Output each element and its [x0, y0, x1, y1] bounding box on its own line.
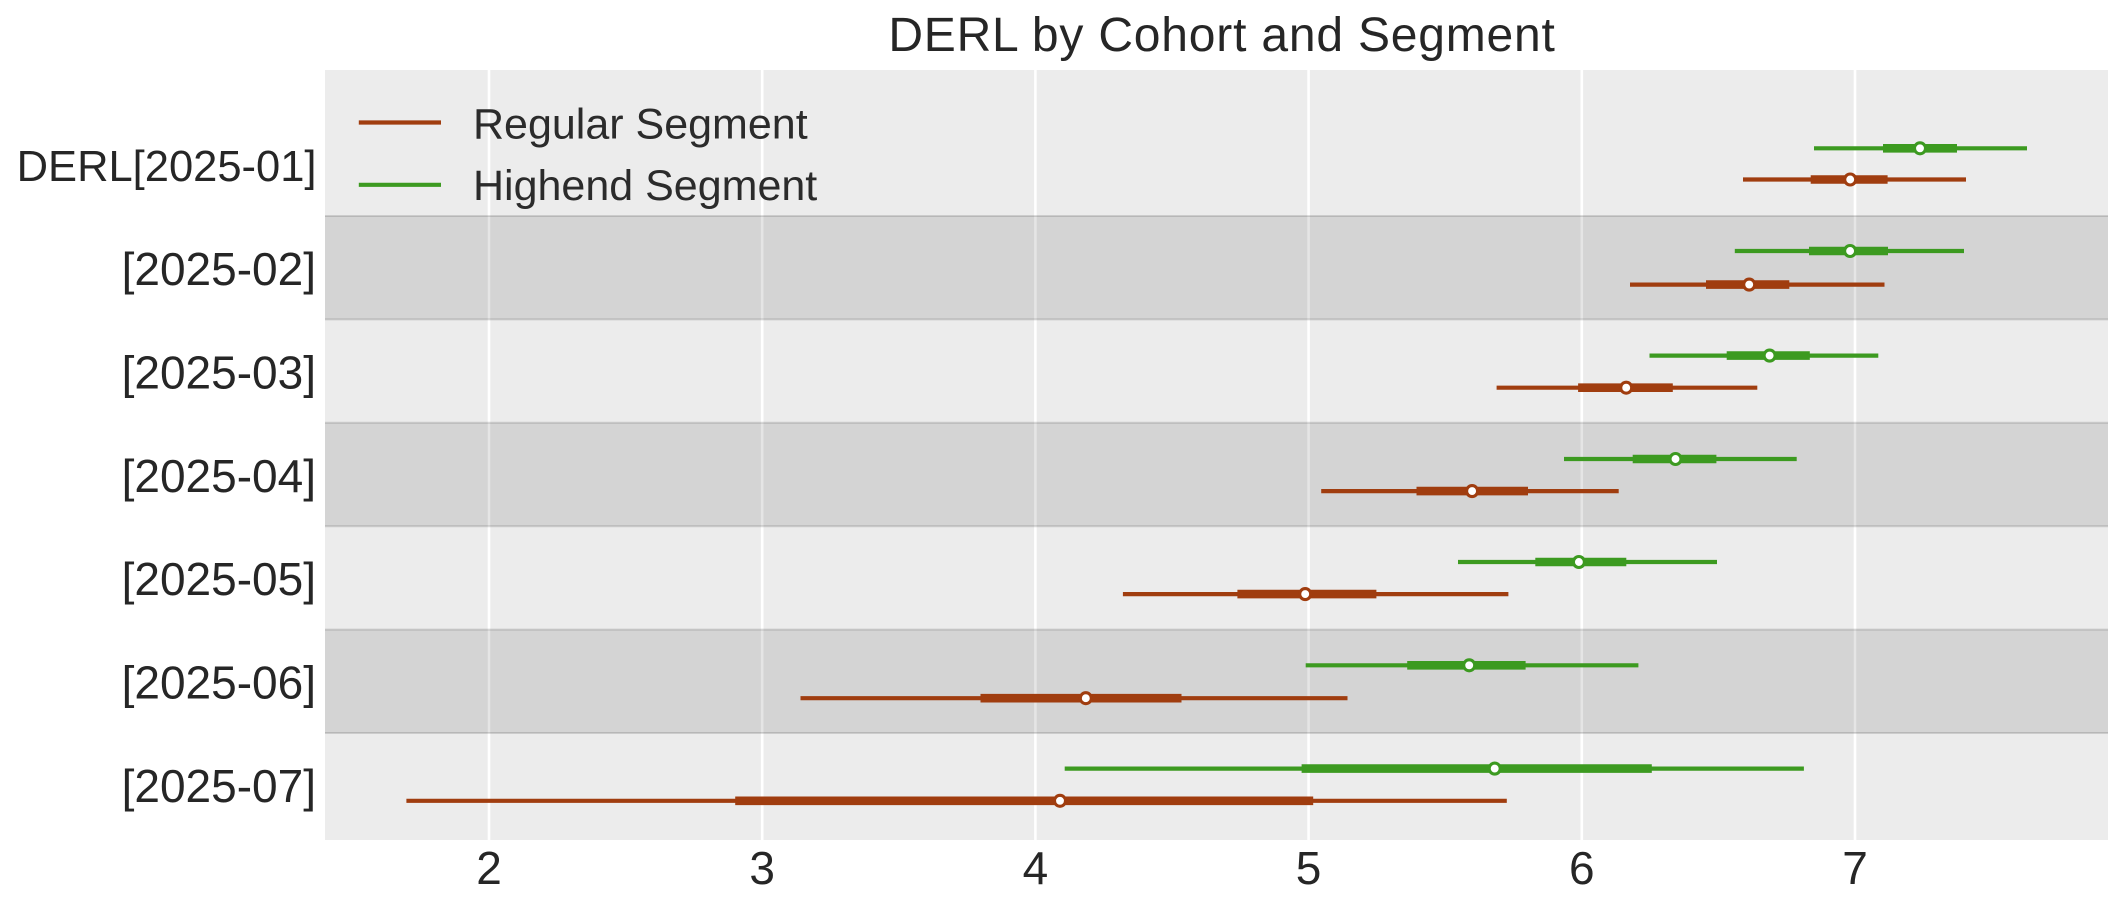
svg-text:4: 4: [1023, 842, 1049, 894]
svg-text:6: 6: [1569, 842, 1595, 894]
svg-text:[2025-02]: [2025-02]: [122, 243, 316, 295]
svg-text:DERL[2025-01]: DERL[2025-01]: [17, 143, 317, 191]
svg-text:[2025-03]: [2025-03]: [122, 346, 316, 398]
svg-text:[2025-04]: [2025-04]: [122, 450, 316, 502]
svg-text:Regular Segment: Regular Segment: [473, 101, 808, 149]
svg-text:5: 5: [1296, 842, 1322, 894]
svg-text:Highend Segment: Highend Segment: [473, 162, 817, 210]
svg-text:[2025-07]: [2025-07]: [122, 760, 316, 812]
svg-text:[2025-06]: [2025-06]: [122, 657, 316, 709]
svg-text:DERL by Cohort and Segment: DERL by Cohort and Segment: [888, 9, 1555, 62]
svg-text:3: 3: [749, 842, 775, 894]
svg-text:7: 7: [1842, 842, 1868, 894]
svg-text:2: 2: [476, 842, 502, 894]
svg-text:[2025-05]: [2025-05]: [122, 553, 316, 605]
